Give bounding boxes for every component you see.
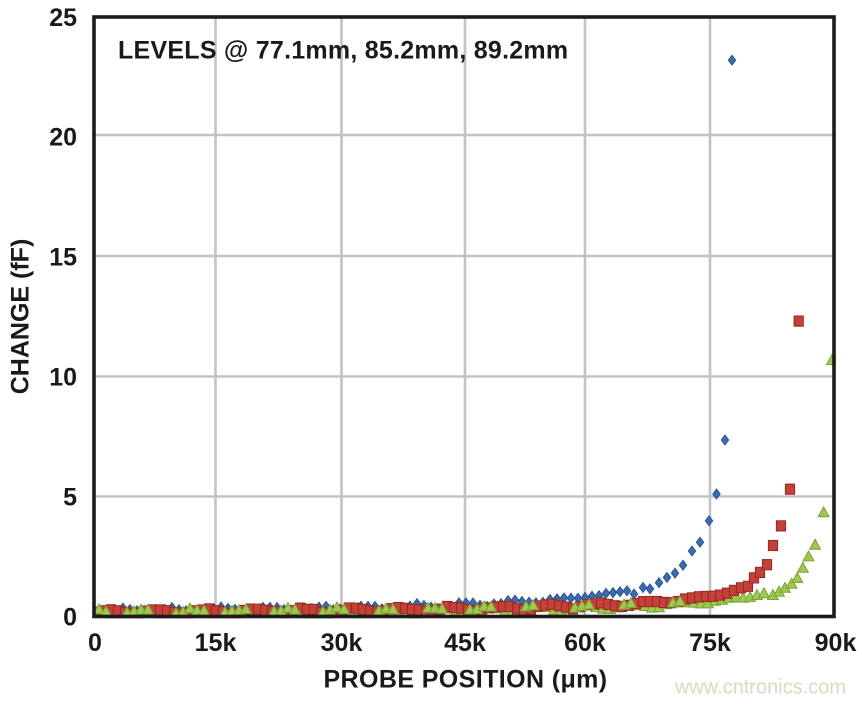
svg-text:www.cntronics.com: www.cntronics.com [674,677,846,699]
svg-text:15: 15 [49,244,77,272]
svg-text:75k: 75k [689,629,731,657]
svg-text:PROBE POSITION (μm): PROBE POSITION (μm) [323,666,607,694]
svg-text:15k: 15k [195,629,237,657]
svg-text:CHANGE (fF): CHANGE (fF) [7,239,35,395]
svg-text:90k: 90k [815,629,857,657]
svg-text:60k: 60k [564,629,606,657]
svg-text:LEVELS @ 77.1mm, 85.2mm, 89.2m: LEVELS @ 77.1mm, 85.2mm, 89.2mm [118,37,568,65]
svg-text:5: 5 [63,484,77,512]
svg-text:25: 25 [49,4,77,32]
svg-text:20: 20 [49,124,77,152]
svg-text:0: 0 [63,604,77,632]
svg-text:30k: 30k [321,629,363,657]
svg-text:0: 0 [88,629,102,657]
svg-text:10: 10 [49,364,77,392]
svg-text:45k: 45k [444,629,486,657]
